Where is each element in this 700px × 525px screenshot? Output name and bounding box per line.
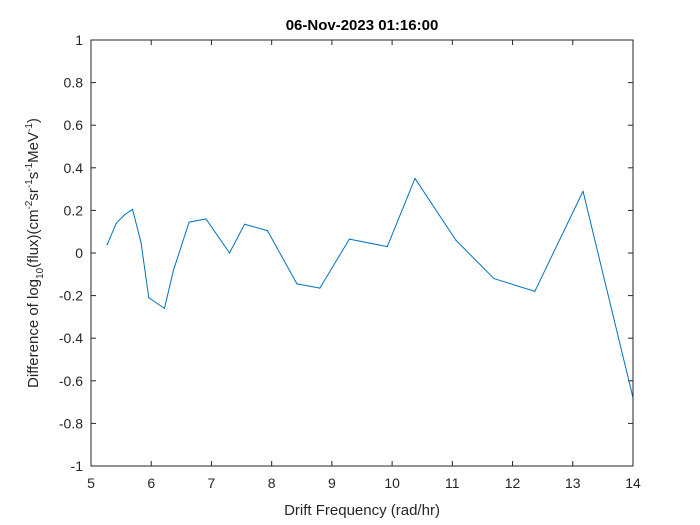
y-tick-label: -0.4: [59, 330, 83, 346]
data-point-3: [131, 208, 134, 210]
data-point-7: [172, 269, 175, 271]
x-tick-label: 11: [445, 475, 460, 491]
y-tick-label: 0.8: [64, 75, 84, 91]
ylabel-sub-10: 10: [35, 267, 46, 279]
y-tick-label: -0.2: [59, 288, 83, 304]
ylabel-part2: sr: [25, 188, 42, 201]
x-tick-label: 10: [384, 475, 400, 491]
x-tick-label: 5: [87, 475, 95, 491]
data-point-1: [115, 222, 117, 224]
ylabel-prefix: Difference of log: [25, 279, 42, 388]
data-point-11: [243, 223, 246, 225]
chart-title: 06-Nov-2023 01:16:00: [286, 17, 439, 34]
x-tick-label: 8: [268, 475, 276, 491]
ylabel-sup3: -1: [24, 162, 35, 171]
y-tick-label: 0.2: [64, 202, 84, 218]
data-point-9: [205, 218, 207, 220]
plot-area: [91, 40, 633, 466]
data-point-18: [455, 239, 457, 241]
x-tick-label: 6: [147, 475, 155, 491]
data-point-12: [266, 230, 269, 232]
ylabel-sup4: -1: [24, 123, 35, 132]
data-point-0: [106, 243, 108, 246]
ylabel-part1: (flux)(cm: [25, 210, 42, 268]
y-tick-label: -0.6: [59, 373, 83, 389]
data-point-5: [148, 297, 150, 299]
data-point-4: [140, 241, 142, 243]
data-point-16: [386, 246, 388, 248]
x-tick-labels: 5 6 7 8 9 10 11 12 13 14: [87, 475, 641, 491]
y-tick-labels: -1 -0.8 -0.6 -0.4 -0.2 0 0.2 0.4 0.6 0.8 1: [59, 32, 83, 474]
ylabel-sup1: -2: [24, 200, 35, 209]
y-tick-label: 0.4: [64, 160, 84, 176]
x-tick-label: 7: [208, 475, 216, 491]
x-tick-label: 12: [505, 475, 521, 491]
y-axis-label: Difference of log10(flux)(cm-2sr-1s-1MeV…: [24, 118, 46, 388]
ylabel-suffix: ): [25, 118, 42, 123]
ylabel-part4: MeV: [25, 132, 42, 163]
x-tick-label: 13: [565, 475, 581, 491]
y-tick-label: 0: [75, 245, 83, 261]
y-tick-label: -0.8: [59, 415, 83, 431]
x-tick-label: 9: [328, 475, 336, 491]
data-point-20: [534, 290, 536, 292]
axes-box: [90, 39, 634, 467]
data-point-19: [493, 277, 495, 280]
data-point-10: [228, 252, 231, 254]
x-axis-label: Drift Frequency (rad/hr): [284, 502, 440, 519]
y-tick-label: 1: [75, 32, 83, 48]
data-point-6: [163, 307, 166, 309]
ylabel-sup2: -1: [24, 179, 35, 188]
data-point-21: [582, 190, 584, 192]
data-point-14: [319, 287, 321, 289]
y-tick-label: -1: [71, 458, 84, 474]
data-point-15: [348, 238, 350, 240]
data-point-2: [124, 214, 126, 216]
data-point-13: [296, 283, 298, 285]
y-tick-label: 0.6: [64, 117, 84, 133]
data-point-8: [188, 221, 190, 223]
ylabel-part3: s: [25, 172, 42, 180]
data-point-17: [414, 177, 416, 180]
x-tick-label: 14: [625, 475, 641, 491]
